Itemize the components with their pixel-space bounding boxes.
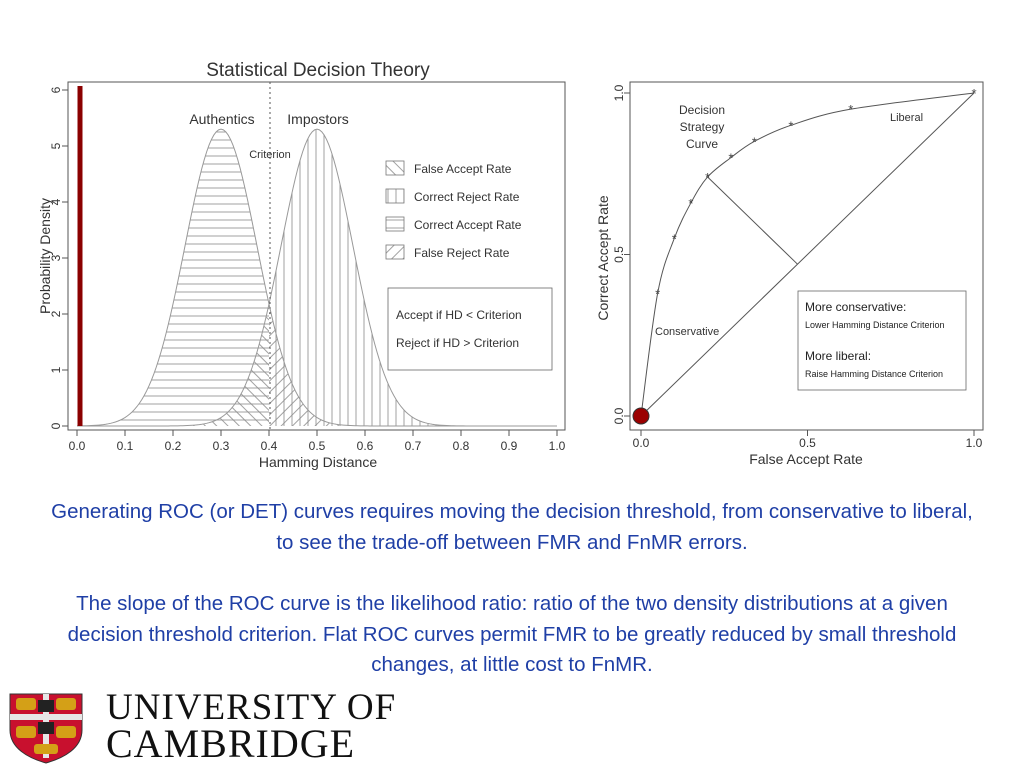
box-title-conservative: More conservative: [805, 300, 906, 314]
impostors-curve [77, 128, 557, 427]
chart-title: Statistical Decision Theory [206, 60, 430, 81]
x-tick-label: 0.3 [213, 439, 230, 453]
cambridge-crest-icon [9, 693, 83, 764]
roc-y-tick-label: 1.0 [612, 84, 626, 101]
x-tick-label: 0.9 [501, 439, 518, 453]
university-wordmark: UNIVERSITY OF CAMBRIDGE [106, 687, 397, 766]
x-tick-label: 0.6 [357, 439, 374, 453]
series-label-impostors: Impostors [287, 111, 348, 127]
roc-point: * [688, 196, 693, 211]
y-tick-label: 5 [49, 142, 63, 149]
x-tick-label: 0.7 [405, 439, 422, 453]
roc-chart: * * * * * * * * * 0.0 0.5 1.0 0.0 0.5 1.0 Decision Str… [595, 81, 984, 467]
roc-point: * [788, 118, 793, 133]
box-sub-conservative: Lower Hamming Distance Criterion [805, 320, 945, 330]
roc-x-tick-label: 0.0 [633, 436, 650, 450]
roc-plot-frame [629, 81, 984, 431]
curve-label-1: Decision [679, 103, 725, 117]
area-correct-reject [269, 129, 557, 427]
y-tick-label: 4 [49, 198, 63, 205]
legend-swatch-crr [385, 188, 405, 204]
roc-curve [640, 92, 975, 417]
chance-diagonal [640, 92, 975, 417]
legend-swatch-far [385, 160, 405, 176]
conservative-label: Conservative [655, 326, 719, 338]
density-chart: Statistical Decision Theory 0.0 0.1 0.2 0.3… [37, 60, 566, 470]
legend-label-crr: Correct Reject Rate [414, 190, 520, 204]
x-tick-label: 0.1 [117, 439, 134, 453]
decision-rule-box: Accept if HD < Criterion Reject if HD > … [387, 287, 553, 371]
caption-paragraph-1: Generating ROC (or DET) curves requires … [51, 500, 973, 554]
y-tick-label: 3 [49, 254, 63, 261]
legend: False Accept Rate Correct Reject Rate Co… [385, 160, 522, 260]
legend-label-frr: False Reject Rate [414, 246, 510, 260]
roc-point: * [705, 170, 710, 185]
curve-label-2: Strategy [680, 120, 725, 134]
liberal-label: Liberal [890, 112, 923, 124]
x-axis-label: Hamming Distance [259, 454, 377, 470]
roc-point: * [848, 102, 853, 117]
roc-x-tick-label: 1.0 [966, 436, 983, 450]
x-tick-label: 0.8 [453, 439, 470, 453]
wordmark-line-1: UNIVERSITY OF [106, 687, 397, 728]
roc-point: * [752, 134, 757, 149]
caption-paragraph-2: The slope of the ROC curve is the likeli… [67, 592, 957, 676]
distance-line [707, 176, 798, 265]
roc-point: * [672, 231, 677, 246]
x-tick-label: 0.2 [165, 439, 182, 453]
legend-swatch-frr [385, 244, 405, 260]
roc-y-tick-label: 0.5 [612, 246, 626, 263]
box-title-liberal: More liberal: [805, 349, 871, 363]
roc-point: * [728, 151, 733, 166]
x-tick-label: 0.4 [261, 439, 278, 453]
box-sub-liberal: Raise Hamming Distance Criterion [805, 369, 943, 379]
x-tick-label: 0.5 [309, 439, 326, 453]
wordmark-line-2: CAMBRIDGE [106, 721, 356, 766]
roc-origin-marker [632, 407, 650, 425]
roc-y-tick-label: 0.0 [612, 407, 626, 424]
series-label-authentics: Authentics [189, 111, 254, 127]
legend-label-far: False Accept Rate [414, 162, 512, 176]
legend-label-car: Correct Accept Rate [414, 218, 522, 232]
y-tick-label: 1 [49, 366, 63, 373]
roc-point: * [971, 86, 976, 101]
y-tick-label: 0 [49, 422, 63, 429]
roc-x-axis-label: False Accept Rate [749, 451, 863, 467]
area-correct-accept [77, 129, 269, 426]
x-tick-label: 1.0 [549, 439, 566, 453]
curve-label-3: Curve [686, 137, 718, 151]
x-tick-label: 0.0 [69, 439, 86, 453]
strategy-box: More conservative: Lower Hamming Distanc… [797, 290, 967, 391]
rule-reject: Reject if HD > Criterion [396, 336, 519, 350]
criterion-label: Criterion [249, 149, 291, 161]
legend-swatch-car [385, 216, 405, 232]
roc-x-tick-label: 0.5 [799, 436, 816, 450]
rule-accept: Accept if HD < Criterion [396, 308, 522, 322]
roc-point: * [655, 286, 660, 301]
area-false-accept [77, 303, 269, 426]
y-tick-label: 6 [49, 86, 63, 93]
y-tick-label: 2 [49, 310, 63, 317]
roc-y-axis-label: Correct Accept Rate [595, 195, 611, 320]
y-axis-label: Probability Density [37, 198, 53, 314]
